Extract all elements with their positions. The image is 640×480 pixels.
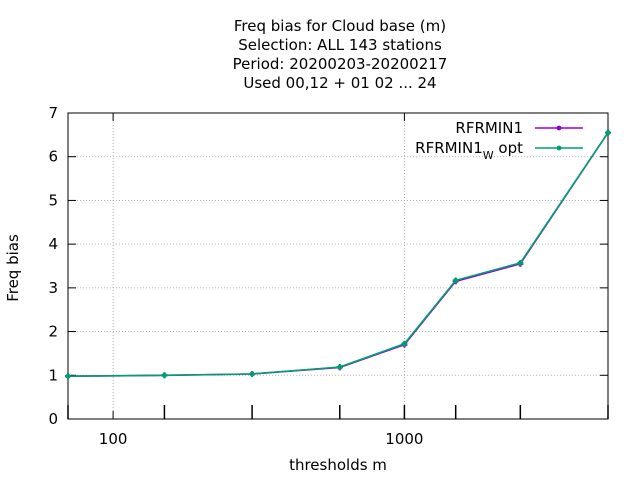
series-2-point-dot bbox=[65, 373, 71, 379]
series-2-point-dot bbox=[517, 260, 523, 266]
title-line-1: Freq bias for Cloud base (m) bbox=[233, 17, 447, 35]
title-line-3: Period: 20200203-20200217 bbox=[232, 55, 448, 73]
y-tick-label: 3 bbox=[48, 279, 58, 297]
legend-marker-2 bbox=[556, 145, 562, 151]
series-2-point-dot bbox=[453, 278, 459, 283]
y-tick-label: 7 bbox=[48, 104, 58, 122]
series-2-point-dot bbox=[402, 341, 407, 347]
legend: RFRMIN1 RFRMIN1W opt bbox=[415, 119, 583, 162]
y-axis-label: Freq bias bbox=[4, 234, 22, 302]
y-tick-label: 1 bbox=[48, 366, 58, 384]
y-tick-label: 2 bbox=[48, 323, 58, 341]
title-line-4: Used 00,12 + 01 02 ... 24 bbox=[243, 74, 437, 92]
y-tick-label: 6 bbox=[48, 148, 58, 166]
legend-label-2: RFRMIN1W opt bbox=[415, 139, 523, 162]
legend-label-1: RFRMIN1 bbox=[455, 119, 523, 137]
series-line-2 bbox=[67, 132, 609, 377]
title-line-2: Selection: ALL 143 stations bbox=[238, 36, 442, 54]
axes bbox=[67, 112, 609, 420]
series-2-point-dot bbox=[162, 372, 167, 378]
tick-labels: 0 1 2 3 4 5 6 7 100 1000 bbox=[48, 104, 423, 448]
series-line-1 bbox=[67, 132, 609, 377]
series-2-point-dot bbox=[249, 371, 255, 377]
x-axis-label: thresholds m bbox=[289, 456, 387, 474]
y-tick-label: 4 bbox=[48, 235, 58, 253]
legend-marker-1 bbox=[556, 125, 562, 131]
data-series bbox=[65, 129, 611, 380]
x-tick-label: 1000 bbox=[385, 430, 423, 448]
grid-lines bbox=[68, 113, 608, 419]
y-tick-label: 5 bbox=[48, 191, 58, 209]
plot-frame bbox=[67, 112, 609, 420]
x-tick-label: 100 bbox=[99, 430, 128, 448]
series-2-point-dot bbox=[605, 130, 611, 136]
y-tick-label: 0 bbox=[48, 410, 58, 428]
series-2-point-dot bbox=[337, 364, 343, 370]
